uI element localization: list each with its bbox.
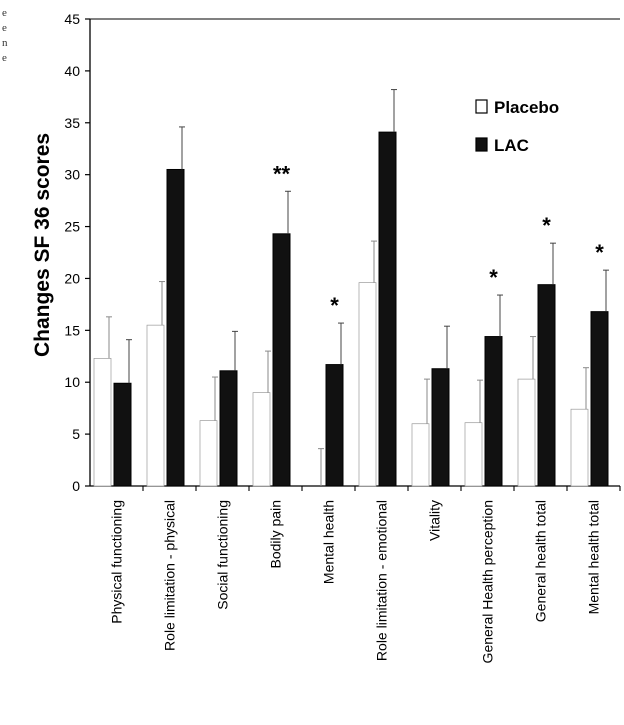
margin-letter: e <box>2 52 7 64</box>
margin-letter: e <box>2 7 7 19</box>
y-tick-label: 5 <box>72 426 80 442</box>
margin-text-fragment: e e n e <box>2 6 8 66</box>
y-tick-label: 15 <box>64 322 80 338</box>
y-tick-label: 20 <box>64 270 80 286</box>
significance-marker: * <box>595 240 604 265</box>
lac-bar <box>537 284 556 487</box>
placebo-bar <box>517 378 536 487</box>
significance-marker: * <box>542 213 551 238</box>
placebo-bar <box>146 324 165 487</box>
margin-letter: e <box>2 22 7 34</box>
x-tick-label: Mental health total <box>586 500 602 614</box>
annotations-group: ****** <box>273 161 604 318</box>
lac-bar <box>378 131 397 487</box>
placebo-bar <box>570 408 589 487</box>
y-tick-label: 30 <box>64 167 80 183</box>
x-tick-labels-group: Physical functioning Role limitation - ph… <box>109 500 602 663</box>
lac-bar <box>113 382 132 487</box>
significance-marker: * <box>330 293 339 318</box>
lac-bar <box>166 168 185 487</box>
lac-bar <box>590 311 609 487</box>
x-tick-label: Role limitation - emotional <box>374 500 390 661</box>
x-tick-label: General health total <box>533 500 549 622</box>
placebo-bar <box>411 423 430 487</box>
significance-marker: ** <box>273 161 291 186</box>
y-tick-label: 40 <box>64 63 80 79</box>
legend: Placebo LAC <box>475 98 559 155</box>
placebo-bar <box>199 420 218 487</box>
x-tick-label: Physical functioning <box>109 500 125 624</box>
legend-label-lac: LAC <box>494 136 529 155</box>
placebo-bar <box>358 282 377 487</box>
y-tick-labels-group: 0 5 10 15 20 25 30 35 40 45 <box>64 11 80 494</box>
x-tick-label: Mental health <box>321 500 337 584</box>
y-tick-label: 35 <box>64 115 80 131</box>
error-bars-group <box>106 89 609 486</box>
legend-label-placebo: Placebo <box>494 98 559 117</box>
significance-marker: * <box>489 265 498 290</box>
placebo-bar <box>464 422 483 487</box>
bars-group <box>93 131 609 487</box>
x-tick-label: Vitality <box>427 500 443 541</box>
margin-letter: n <box>2 37 8 49</box>
lac-bar <box>484 336 503 487</box>
y-tick-label: 10 <box>64 374 80 390</box>
x-tick-label: Social functioning <box>215 500 231 610</box>
legend-swatch-lac <box>475 137 488 152</box>
lac-bar <box>219 370 238 487</box>
lac-bar <box>272 233 291 487</box>
lac-bar <box>431 368 450 487</box>
y-axis-label: Changes SF 36 scores <box>31 133 54 357</box>
legend-swatch-placebo <box>475 99 488 114</box>
y-tick-label: 45 <box>64 11 80 27</box>
placebo-bar <box>93 358 112 487</box>
y-tick-label: 25 <box>64 219 80 235</box>
placebo-bar <box>252 392 271 487</box>
lac-bar <box>325 364 344 487</box>
y-tick-label: 0 <box>72 478 80 494</box>
x-tick-label: Bodily pain <box>268 500 284 569</box>
x-tick-label: Role limitation - physical <box>162 500 178 651</box>
x-tick-label: General Health perception <box>480 500 496 663</box>
